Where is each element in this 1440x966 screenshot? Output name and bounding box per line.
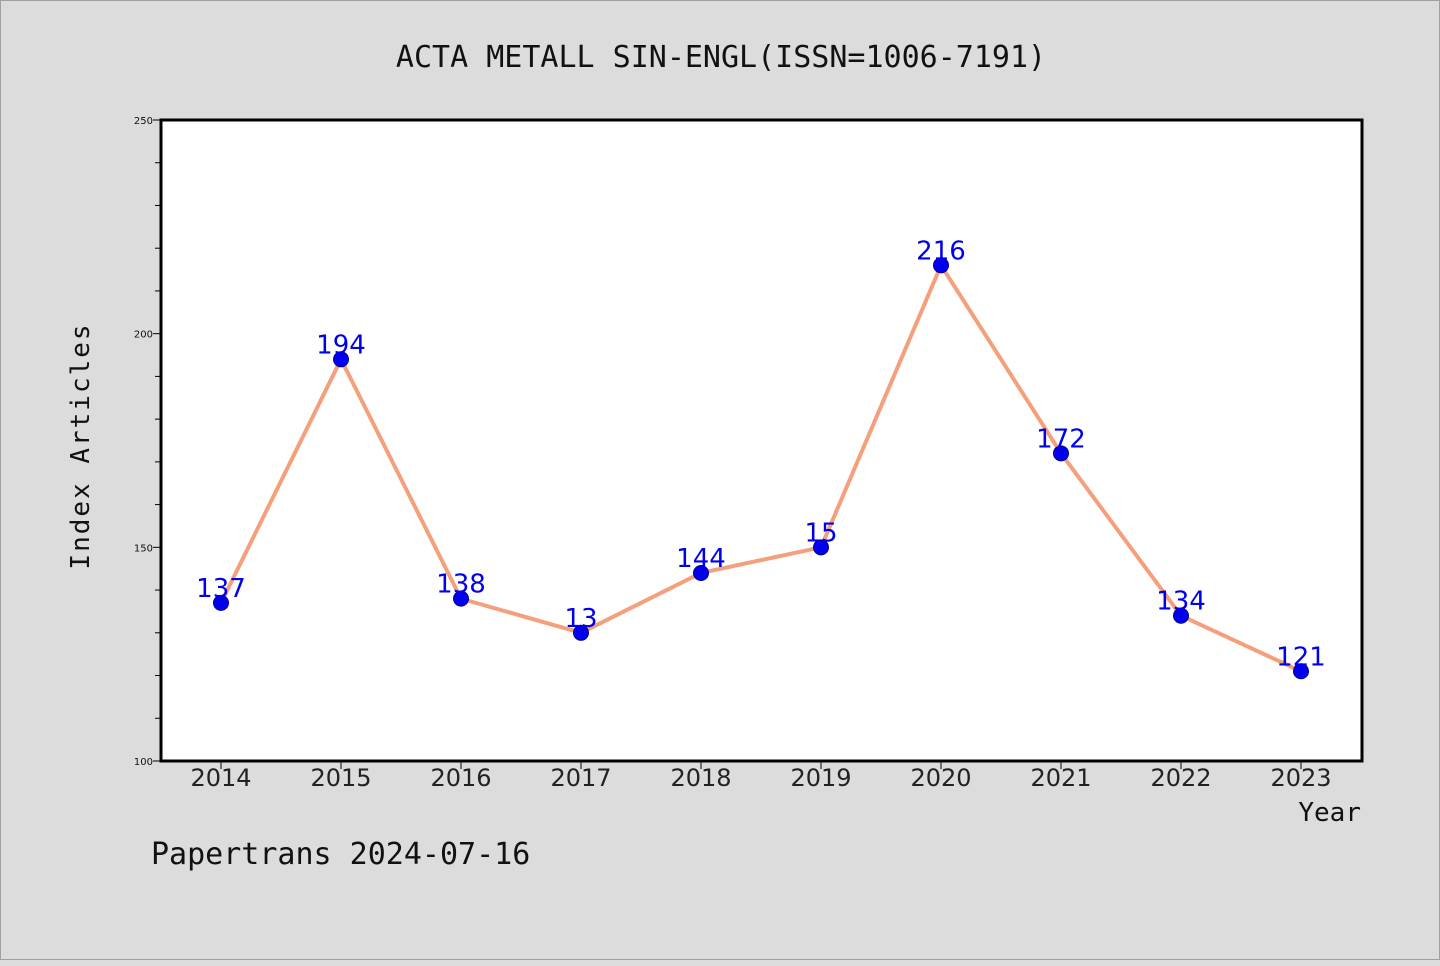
data-label: 172 xyxy=(1036,424,1086,454)
series-line xyxy=(219,263,1303,674)
data-label: 121 xyxy=(1276,642,1326,672)
x-tick-label: 2016 xyxy=(430,764,491,792)
x-tick-label: 2019 xyxy=(790,764,851,792)
data-point-marker xyxy=(1053,445,1069,462)
data-label: 194 xyxy=(316,330,366,360)
data-point-marker xyxy=(1173,607,1189,624)
data-label: 134 xyxy=(1156,587,1206,617)
plot-area xyxy=(159,118,1364,763)
data-point-marker xyxy=(573,624,589,641)
data-label: 144 xyxy=(676,544,726,574)
x-axis-label: Year xyxy=(1298,798,1361,828)
data-label: 137 xyxy=(196,574,246,604)
x-tick-label: 2014 xyxy=(190,764,251,792)
data-label: 15 xyxy=(804,518,837,548)
x-tick-label: 2021 xyxy=(1030,764,1091,792)
series-line-group: 137 194 138 13 144 15 216 172 134 121 xyxy=(196,236,1326,680)
x-tick-label: 2017 xyxy=(550,764,611,792)
x-tick-label: 2018 xyxy=(670,764,731,792)
data-label: 216 xyxy=(916,236,966,266)
x-tick-label: 2023 xyxy=(1270,764,1331,792)
data-point-marker xyxy=(933,257,949,274)
data-point-marker xyxy=(453,590,469,607)
footer-credit: Papertrans 2024-07-16 xyxy=(151,837,530,872)
data-label: 13 xyxy=(564,604,597,634)
data-point-marker xyxy=(693,564,709,581)
y-axis: 100 150 200 250 xyxy=(134,116,161,768)
x-tick-label: 2015 xyxy=(310,764,371,792)
y-tick-label: 150 xyxy=(134,543,153,554)
y-tick-label: 200 xyxy=(134,330,153,341)
x-axis: 2014 2015 2016 2017 2018 2019 2020 2021 2022 2023 xyxy=(190,761,1332,792)
y-tick-label: 250 xyxy=(134,116,153,127)
data-point-marker xyxy=(333,351,349,368)
data-point-marker xyxy=(213,594,229,611)
data-point-marker xyxy=(1293,663,1309,680)
data-point-marker xyxy=(813,539,829,556)
data-label: 138 xyxy=(436,570,486,600)
chart-title: ACTA METALL SIN-ENGL(ISSN=1006-7191) xyxy=(396,40,1046,75)
y-tick-label: 100 xyxy=(134,757,153,768)
x-tick-label: 2020 xyxy=(910,764,971,792)
y-axis-label: Index Articles xyxy=(66,322,96,569)
x-tick-label: 2022 xyxy=(1150,764,1211,792)
